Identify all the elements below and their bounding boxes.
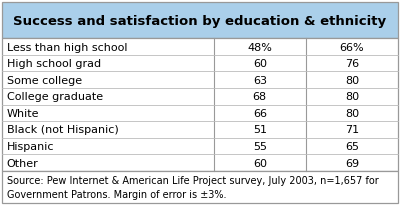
Text: Other: Other (7, 158, 38, 168)
Text: 66%: 66% (340, 42, 364, 52)
Text: Success and satisfaction by education & ethnicity: Success and satisfaction by education & … (14, 15, 386, 28)
Text: 71: 71 (345, 125, 359, 135)
Text: 55: 55 (253, 141, 267, 151)
Text: College graduate: College graduate (7, 92, 103, 102)
Text: 80: 80 (345, 108, 359, 118)
Text: 63: 63 (253, 75, 267, 85)
Text: Some college: Some college (7, 75, 82, 85)
Text: Source: Pew Internet & American Life Project survey, July 2003, n=1,657 for
Gove: Source: Pew Internet & American Life Pro… (7, 175, 378, 199)
Bar (2, 39, 398, 171)
Text: 80: 80 (345, 92, 359, 102)
Bar (2, 171, 398, 203)
Text: 68: 68 (253, 92, 267, 102)
Text: White: White (7, 108, 39, 118)
Text: 66: 66 (253, 108, 267, 118)
Text: 51: 51 (253, 125, 267, 135)
Text: 65: 65 (345, 141, 359, 151)
Text: Hispanic: Hispanic (7, 141, 54, 151)
Text: 60: 60 (253, 59, 267, 69)
Text: 60: 60 (253, 158, 267, 168)
Text: High school grad: High school grad (7, 59, 101, 69)
Text: 48%: 48% (247, 42, 272, 52)
Text: 69: 69 (345, 158, 359, 168)
Text: Less than high school: Less than high school (7, 42, 127, 52)
Text: Black (not Hispanic): Black (not Hispanic) (7, 125, 118, 135)
Bar (2, 3, 398, 39)
Text: 80: 80 (345, 75, 359, 85)
Text: 76: 76 (345, 59, 359, 69)
